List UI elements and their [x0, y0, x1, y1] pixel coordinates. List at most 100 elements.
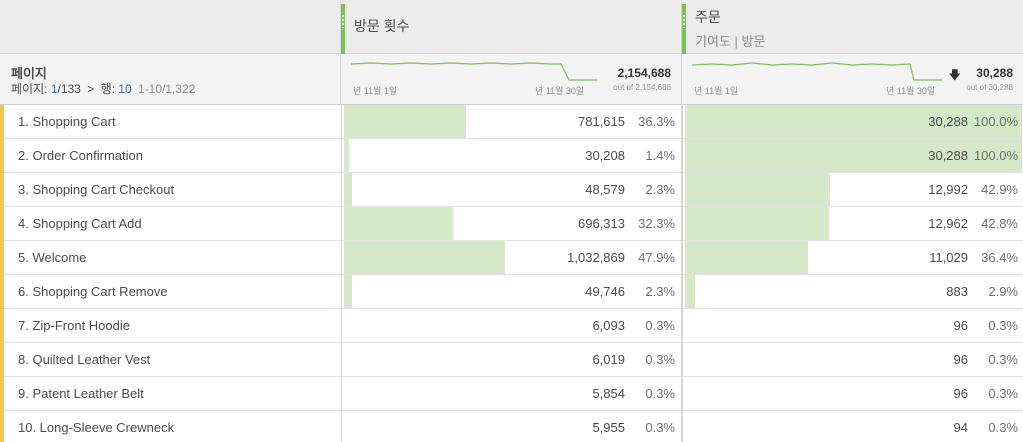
cell-value: 6,093 — [592, 318, 625, 333]
cell-visits[interactable]: 1,032,869 47.9% — [341, 241, 682, 275]
cell-orders[interactable]: 96 0.3% — [682, 343, 1023, 377]
cell-bar — [685, 139, 1022, 172]
cell-orders[interactable]: 12,992 42.9% — [682, 173, 1023, 207]
row-label[interactable]: 1. Shopping Cart — [18, 114, 116, 129]
cell-percent: 2.3% — [645, 284, 675, 299]
table-row[interactable]: 7. Zip-Front Hoodie 6,093 0.3% 96 0.3% — [0, 309, 1023, 343]
cell-orders[interactable]: 11,029 36.4% — [682, 241, 1023, 275]
column-header-visits[interactable]: 방문 횟수 — [341, 0, 682, 54]
cell-value: 1,032,869 — [567, 250, 625, 265]
summary-row: 페이지 페이지: 1/133 > 행: 10 1-10/1,322 년 11월 … — [0, 54, 1023, 105]
sparkline-end-date: 년 11월 30일 — [886, 86, 936, 96]
cell-visits[interactable]: 781,615 36.3% — [341, 105, 682, 139]
row-marker — [0, 241, 4, 275]
column-title: 주문 — [695, 9, 721, 25]
cell-percent: 0.3% — [988, 386, 1018, 401]
cell-value: 12,992 — [928, 182, 968, 197]
cell-visits[interactable]: 5,955 0.3% — [341, 411, 682, 442]
table-row[interactable]: 10. Long-Sleeve Crewneck 5,955 0.3% 94 0.3% — [0, 411, 1023, 442]
cell-visits[interactable]: 696,313 32.3% — [341, 207, 682, 241]
cell-value: 30,208 — [585, 148, 625, 163]
cell-visits[interactable]: 6,093 0.3% — [341, 309, 682, 343]
row-label[interactable]: 2. Order Confirmation — [18, 148, 143, 163]
cell-value: 696,313 — [578, 216, 625, 231]
cell-bar — [685, 105, 1022, 138]
cell-value: 12,962 — [928, 216, 968, 231]
row-label[interactable]: 9. Patent Leather Belt — [18, 386, 144, 401]
row-marker — [0, 207, 4, 241]
dimension-label[interactable]: 페이지 — [11, 66, 47, 81]
cell-percent: 0.3% — [645, 318, 675, 333]
sparkline-start-date: 년 11월 1일 — [694, 86, 739, 96]
cell-bar — [344, 173, 352, 206]
column-subtitle: 기여도 | 방문 — [695, 34, 766, 49]
cell-percent: 0.3% — [645, 420, 675, 435]
cell-percent: 0.3% — [645, 386, 675, 401]
row-marker — [0, 139, 4, 173]
column-accent — [682, 4, 686, 54]
table-row[interactable]: 6. Shopping Cart Remove 49,746 2.3% 883 2.9% — [0, 275, 1023, 309]
row-label[interactable]: 3. Shopping Cart Checkout — [18, 182, 175, 197]
cell-visits[interactable]: 49,746 2.3% — [341, 275, 682, 309]
row-label[interactable]: 4. Shopping Cart Add — [18, 216, 142, 231]
cell-bar — [344, 275, 352, 308]
cell-orders[interactable]: 96 0.3% — [682, 377, 1023, 411]
cell-value: 11,029 — [929, 250, 968, 265]
cell-percent: 0.3% — [645, 352, 675, 367]
cell-percent: 100.0% — [973, 148, 1018, 163]
cell-visits[interactable]: 30,208 1.4% — [341, 139, 682, 173]
cell-orders[interactable]: 30,288 100.0% — [682, 139, 1023, 173]
row-marker — [0, 105, 4, 139]
column-accent — [341, 4, 345, 54]
cell-orders[interactable]: 12,962 42.8% — [682, 207, 1023, 241]
pager-prefix: 페이지: — [11, 82, 48, 96]
page-total: /133 — [57, 82, 81, 96]
row-label[interactable]: 10. Long-Sleeve Crewneck — [18, 420, 175, 435]
cell-percent: 1.4% — [645, 148, 675, 163]
header-blank-cell — [0, 0, 341, 54]
cell-bar — [685, 275, 695, 308]
table-row[interactable]: 9. Patent Leather Belt 5,854 0.3% 96 0.3% — [0, 377, 1023, 411]
cell-value: 48,579 — [585, 182, 625, 197]
table-row[interactable]: 4. Shopping Cart Add 696,313 32.3% 12,962 42… — [0, 207, 1023, 241]
sort-descending-icon[interactable]: 🡇 — [948, 68, 961, 82]
row-marker — [0, 343, 4, 377]
table-row[interactable]: 1. Shopping Cart 781,615 36.3% 30,288 100.0% — [0, 105, 1023, 139]
cell-bar — [344, 241, 505, 274]
dimension-header: 페이지 페이지: 1/133 > 행: 10 1-10/1,322 — [0, 54, 341, 105]
cell-value: 5,854 — [592, 386, 625, 401]
table-row[interactable]: 8. Quilted Leather Vest 6,019 0.3% 96 0.3% — [0, 343, 1023, 377]
rows-per-page[interactable]: 10 — [118, 82, 132, 96]
cell-visits[interactable]: 6,019 0.3% — [341, 343, 682, 377]
row-label[interactable]: 6. Shopping Cart Remove — [18, 284, 168, 299]
drag-handle-icon[interactable] — [683, 14, 685, 28]
cell-percent: 100.0% — [973, 114, 1018, 129]
cell-orders[interactable]: 96 0.3% — [682, 309, 1023, 343]
table-row[interactable]: 3. Shopping Cart Checkout 48,579 2.3% 12,99… — [0, 173, 1023, 207]
cell-orders[interactable]: 30,288 100.0% — [682, 105, 1023, 139]
row-marker — [0, 411, 4, 442]
drag-handle-icon[interactable] — [342, 14, 344, 28]
cell-value: 49,746 — [585, 284, 625, 299]
next-page-icon[interactable]: > — [87, 82, 95, 96]
cell-value: 30,288 — [928, 114, 968, 129]
row-label[interactable]: 8. Quilted Leather Vest — [18, 352, 151, 367]
table-row[interactable]: 2. Order Confirmation 30,208 1.4% 30,288 100… — [0, 139, 1023, 173]
table-row[interactable]: 5. Welcome 1,032,869 47.9% 11,029 36.4% — [0, 241, 1023, 275]
summary-cell-visits: 년 11월 1일 년 11월 30일 2,154,688 out of 2,15… — [341, 54, 682, 105]
rows-label: 행: — [100, 82, 115, 96]
sparkline-start-date: 년 11월 1일 — [353, 86, 398, 96]
cell-visits[interactable]: 5,854 0.3% — [341, 377, 682, 411]
column-out-of: out of 30,288 — [966, 83, 1013, 92]
cell-percent: 0.3% — [988, 420, 1018, 435]
cell-value: 883 — [946, 284, 968, 299]
column-header-orders[interactable]: 주문 기여도 | 방문 — [682, 0, 1023, 54]
page-current[interactable]: 1 — [50, 82, 58, 96]
row-label[interactable]: 5. Welcome — [18, 250, 87, 265]
cell-visits[interactable]: 48,579 2.3% — [341, 173, 682, 207]
cell-orders[interactable]: 94 0.3% — [682, 411, 1023, 442]
cell-bar — [344, 207, 453, 240]
cell-percent: 32.3% — [638, 216, 675, 231]
row-label[interactable]: 7. Zip-Front Hoodie — [18, 318, 130, 333]
cell-orders[interactable]: 883 2.9% — [682, 275, 1023, 309]
